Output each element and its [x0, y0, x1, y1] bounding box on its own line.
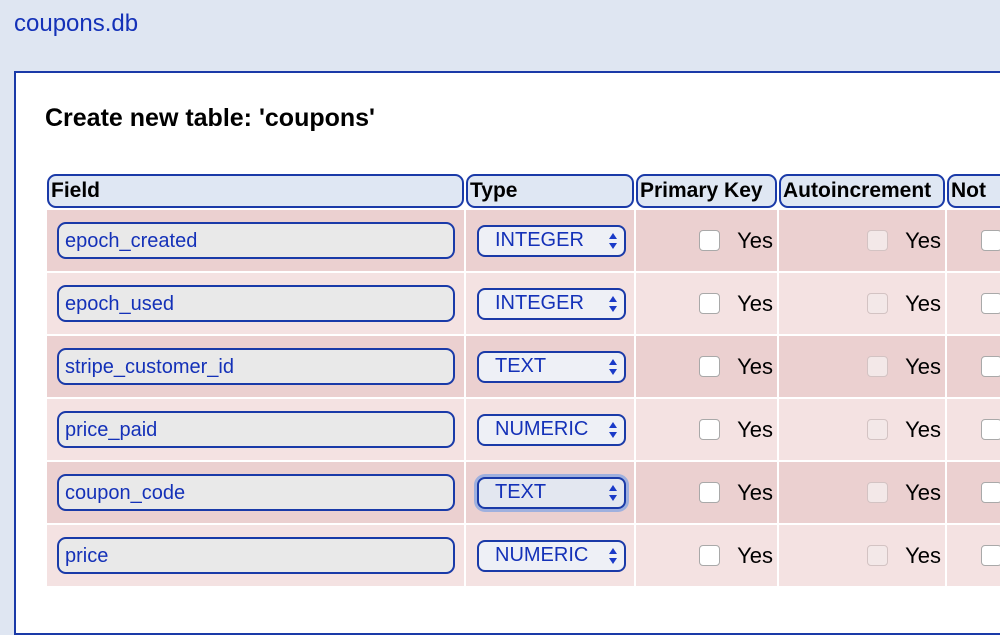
field-name-input[interactable]: stripe_customer_id [57, 348, 455, 385]
table-row: coupon_code TEXT Yes Yes [47, 462, 1000, 523]
table-row: stripe_customer_id TEXT Yes Yes [47, 336, 1000, 397]
select-arrows-icon [609, 295, 617, 312]
autoincrement-label: Yes [905, 416, 941, 442]
autoincrement-checkbox[interactable] [867, 545, 889, 566]
not-null-checkbox[interactable] [981, 545, 1000, 566]
primary-key-checkbox[interactable] [699, 482, 721, 503]
autoincrement-checkbox[interactable] [867, 293, 889, 314]
autoincrement-label: Yes [905, 290, 941, 316]
type-select-value: NUMERIC [495, 544, 589, 566]
type-select-value: TEXT [495, 355, 547, 377]
field-name-input[interactable]: epoch_used [57, 285, 455, 322]
field-name-input[interactable]: coupon_code [57, 474, 455, 511]
autoincrement-label: Yes [905, 479, 941, 505]
type-select-value: INTEGER [495, 229, 584, 251]
autoincrement-checkbox[interactable] [867, 356, 889, 377]
type-select[interactable]: TEXT [477, 350, 626, 383]
table-row: price_paid NUMERIC Yes Yes [47, 399, 1000, 460]
not-null-checkbox[interactable] [981, 419, 1000, 440]
type-select-value: INTEGER [495, 292, 584, 314]
primary-key-label: Yes [737, 353, 773, 379]
primary-key-label: Yes [737, 290, 773, 316]
select-arrows-icon [609, 484, 617, 501]
type-select[interactable]: TEXT [477, 476, 626, 509]
autoincrement-checkbox[interactable] [867, 419, 889, 440]
primary-key-label: Yes [737, 227, 773, 253]
primary-key-checkbox[interactable] [699, 545, 721, 566]
page-title: Create new table: 'coupons' [45, 104, 376, 132]
primary-key-label: Yes [737, 542, 773, 568]
select-arrows-icon [609, 232, 617, 249]
not-null-checkbox[interactable] [981, 293, 1000, 314]
type-select-value: NUMERIC [495, 418, 589, 440]
type-select[interactable]: INTEGER [477, 287, 626, 320]
create-table-panel: Create new table: 'coupons' Field Type P… [14, 71, 1000, 635]
field-name-input[interactable]: epoch_created [57, 222, 455, 259]
primary-key-checkbox[interactable] [699, 230, 721, 251]
autoincrement-label: Yes [905, 227, 941, 253]
primary-key-checkbox[interactable] [699, 356, 721, 377]
autoincrement-checkbox[interactable] [867, 482, 889, 503]
type-select[interactable]: INTEGER [477, 224, 626, 257]
not-null-checkbox[interactable] [981, 482, 1000, 503]
table-row: price NUMERIC Yes Yes [47, 525, 1000, 586]
header-primary-key: Primary Key [636, 174, 777, 208]
table-row: epoch_created INTEGER Yes Yes [47, 210, 1000, 271]
select-arrows-icon [609, 358, 617, 375]
header-type: Type [466, 174, 634, 208]
primary-key-label: Yes [737, 416, 773, 442]
select-arrows-icon [609, 547, 617, 564]
field-name-input[interactable]: price_paid [57, 411, 455, 448]
primary-key-label: Yes [737, 479, 773, 505]
header-field: Field [47, 174, 464, 208]
fields-table: Field Type Primary Key Autoincrement Not… [45, 172, 1000, 588]
type-select[interactable]: NUMERIC [477, 539, 626, 572]
select-arrows-icon [609, 421, 617, 438]
autoincrement-label: Yes [905, 353, 941, 379]
not-null-checkbox[interactable] [981, 230, 1000, 251]
primary-key-checkbox[interactable] [699, 419, 721, 440]
header-not-null: Not [947, 174, 1000, 208]
table-row: epoch_used INTEGER Yes Yes [47, 273, 1000, 334]
not-null-checkbox[interactable] [981, 356, 1000, 377]
field-name-input[interactable]: price [57, 537, 455, 574]
database-name-link[interactable]: coupons.db [14, 10, 139, 37]
primary-key-checkbox[interactable] [699, 293, 721, 314]
type-select[interactable]: NUMERIC [477, 413, 626, 446]
autoincrement-checkbox[interactable] [867, 230, 889, 251]
header-autoincrement: Autoincrement [779, 174, 945, 208]
autoincrement-label: Yes [905, 542, 941, 568]
type-select-value: TEXT [495, 481, 547, 503]
